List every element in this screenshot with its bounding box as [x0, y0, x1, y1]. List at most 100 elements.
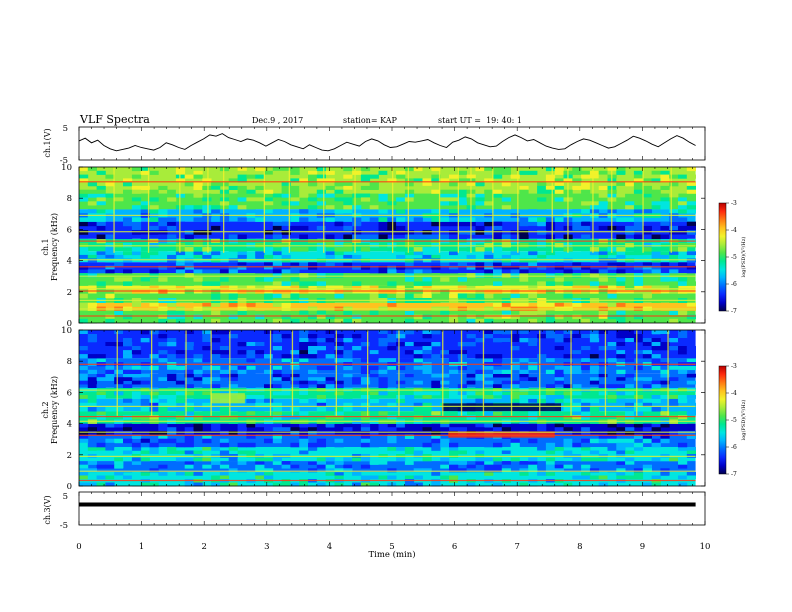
- spectrogram-cell: [131, 221, 142, 227]
- spectrogram-cell: [528, 334, 538, 339]
- spectrogram-cell: [184, 415, 194, 420]
- spectrogram-cell: [246, 384, 256, 388]
- spectrogram-cell: [343, 201, 353, 206]
- spectrogram-cell: [158, 334, 168, 339]
- spectrogram-cell: [237, 265, 247, 270]
- spectrogram-cell: [457, 221, 467, 227]
- spectrogram-cell: [651, 395, 661, 399]
- spectrogram-cell: [589, 185, 600, 190]
- spectrogram-cell: [140, 265, 150, 270]
- spectrogram-cell: [325, 457, 335, 462]
- spectrogram-cell: [660, 254, 670, 259]
- spectrogram-cell: [360, 242, 371, 248]
- spectrogram-cell: [299, 193, 309, 198]
- spectrogram-cell: [193, 350, 203, 355]
- spectrogram-cell: [316, 285, 326, 290]
- spectrogram-cell: [598, 178, 608, 183]
- spectrogram-cell: [316, 302, 326, 307]
- spectrogram-cell: [554, 217, 564, 222]
- spectrogram-cell: [625, 358, 635, 363]
- spectrogram-cell: [493, 242, 503, 248]
- spectrogram-cell: [264, 402, 274, 408]
- spectrogram-cell: [669, 358, 679, 363]
- spectrogram-cell: [678, 234, 688, 240]
- spectrogram-cell: [105, 277, 115, 282]
- spectrogram-cell: [669, 258, 679, 263]
- ch3-ytick-bottom: -5: [60, 521, 68, 531]
- spectrogram-cell: [598, 230, 608, 235]
- spectrogram-cell: [457, 293, 467, 299]
- spectrogram-cell: [528, 230, 538, 235]
- spectrogram-cell: [440, 423, 450, 428]
- spectrogram-cell: [440, 373, 450, 378]
- spectrogram-cell: [607, 338, 617, 343]
- spectrogram-cell: [563, 330, 573, 335]
- spectrogram-cell: [422, 346, 432, 351]
- spectrogram-cell: [228, 182, 238, 187]
- spectrogram-cell: [510, 201, 520, 206]
- spectrogram-cell: [484, 423, 494, 428]
- spectrogram-streak: [207, 167, 209, 253]
- spectrogram-cell: [589, 201, 600, 206]
- spectrogram-cell: [510, 185, 520, 190]
- spectrogram-cell: [360, 457, 371, 462]
- spectrogram-cell: [281, 230, 291, 235]
- spectrogram-cell: [625, 217, 635, 222]
- spectrogram-cell: [686, 189, 696, 194]
- spectrogram-cell: [219, 438, 230, 444]
- spectrogram-cell: [616, 369, 626, 374]
- spectrogram-cell: [79, 464, 89, 469]
- spectrogram-cell: [633, 251, 644, 256]
- spectrogram-blank-area: [695, 330, 705, 486]
- frequency-tick-label: 4: [67, 420, 72, 430]
- spectrogram-cell: [633, 174, 644, 179]
- spectrogram-cell: [123, 377, 133, 381]
- spectrogram-cell: [686, 225, 696, 231]
- spectrogram-cell: [131, 174, 142, 179]
- spectrogram-cell: [237, 434, 247, 439]
- spectrogram-cell: [642, 427, 652, 432]
- spectrogram-cell: [334, 358, 344, 363]
- spectrogram-cell: [352, 472, 362, 476]
- spectrogram-cell: [193, 464, 203, 469]
- spectrogram-cell: [246, 354, 256, 359]
- spectrogram-cell: [651, 330, 661, 335]
- spectrogram-cell: [545, 178, 556, 183]
- spectrogram-cell: [431, 411, 441, 416]
- spectrogram-line: [79, 308, 696, 310]
- spectrogram-cell: [642, 468, 652, 473]
- spectrogram-cell: [184, 423, 194, 428]
- spectrogram-cell: [237, 442, 247, 448]
- spectrogram-cell: [545, 234, 556, 240]
- spectrogram-cell: [158, 314, 168, 320]
- spectrogram-cell: [589, 302, 600, 307]
- spectrogram-cell: [299, 281, 309, 286]
- spectrogram-cell: [422, 430, 432, 435]
- spectrogram-cell: [554, 314, 564, 320]
- spectrogram-cell: [431, 265, 441, 270]
- spectrogram-cell: [528, 251, 538, 256]
- spectrogram-cell: [219, 373, 230, 378]
- spectrogram-cell: [158, 342, 168, 347]
- spectrogram-cell: [660, 302, 670, 307]
- spectrogram-cell: [114, 380, 124, 385]
- ch2-spectrogram-ylabel-frequency: Frequency (kHz): [50, 376, 59, 444]
- spectrogram-cell: [651, 265, 661, 270]
- spectrogram-cell: [184, 380, 194, 385]
- spectrogram-cell: [440, 464, 450, 469]
- spectrogram-cell: [678, 398, 688, 404]
- spectrogram-cell: [325, 338, 335, 343]
- spectrogram-cell: [413, 461, 423, 465]
- spectrogram-cell: [686, 230, 696, 235]
- spectrogram-cell: [581, 285, 591, 290]
- spectrogram-cell: [219, 197, 230, 202]
- spectrogram-cell: [378, 302, 388, 307]
- spectrogram-cell: [290, 247, 300, 252]
- spectrogram-cell: [272, 209, 282, 214]
- spectrogram-cell: [563, 350, 573, 355]
- spectrogram-cell: [625, 182, 635, 187]
- spectrogram-cell: [484, 373, 494, 378]
- spectrogram-cell: [633, 185, 644, 190]
- spectrogram-cell: [554, 285, 564, 290]
- spectrogram-cell: [237, 217, 247, 222]
